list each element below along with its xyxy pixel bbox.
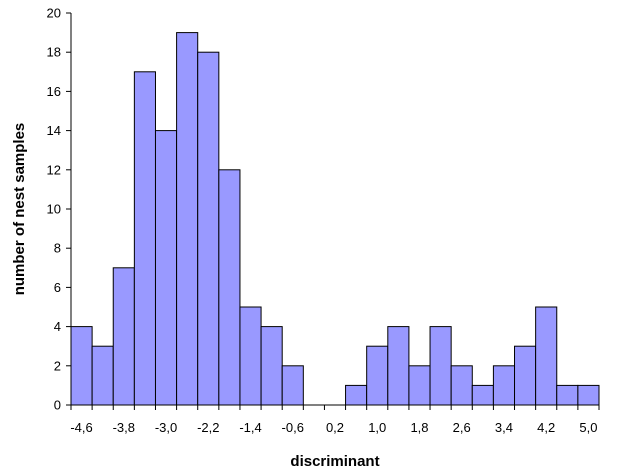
y-axis-ticks: 0 2 4 6 8 10 12 14 16 18 20 xyxy=(47,6,71,413)
bar xyxy=(387,326,410,406)
x-tick-label: 5,0 xyxy=(579,420,597,435)
x-axis-ticks: -4,6 -3,8 -3,0 -2,2 -1,4 -0,6 0,2 1,0 1,8 2,6 3,4 4… xyxy=(70,405,600,435)
y-tick-label: 4 xyxy=(54,319,61,334)
bar xyxy=(471,384,494,406)
x-tick-label: 4,2 xyxy=(537,420,555,435)
bar xyxy=(218,169,241,406)
bar xyxy=(112,267,135,406)
bar xyxy=(70,326,93,406)
bar xyxy=(535,306,558,406)
bar xyxy=(408,365,431,406)
bar xyxy=(345,384,368,406)
x-tick-label: -3,8 xyxy=(113,420,135,435)
x-tick-label: 3,4 xyxy=(495,420,513,435)
x-tick-label: 1,0 xyxy=(368,420,386,435)
x-tick-label: -0,6 xyxy=(282,420,304,435)
y-tick-label: 8 xyxy=(54,241,61,256)
bar xyxy=(197,51,220,406)
y-tick-label: 6 xyxy=(54,280,61,295)
bar xyxy=(260,326,283,406)
bar xyxy=(450,365,473,406)
y-axis-title: number of nest samples xyxy=(11,123,28,296)
bar xyxy=(429,326,452,406)
y-tick-label: 16 xyxy=(47,84,61,99)
x-tick-label: 1,8 xyxy=(410,420,428,435)
bar xyxy=(133,71,156,406)
bar xyxy=(239,306,262,406)
bar xyxy=(514,345,537,406)
x-axis-title: discriminant xyxy=(290,453,379,470)
y-tick-label: 20 xyxy=(47,6,61,21)
bar xyxy=(91,345,114,406)
x-tick-label: -1,4 xyxy=(239,420,261,435)
x-tick-label: 2,6 xyxy=(453,420,471,435)
x-tick-label: -4,6 xyxy=(70,420,92,435)
bar xyxy=(366,345,389,406)
y-tick-label: 10 xyxy=(47,202,61,217)
y-tick-label: 12 xyxy=(47,162,61,177)
bars xyxy=(70,32,600,406)
bar xyxy=(577,384,600,406)
bar xyxy=(176,32,199,406)
x-tick-label: -3,0 xyxy=(155,420,177,435)
y-tick-label: 14 xyxy=(47,123,61,138)
y-tick-label: 0 xyxy=(54,398,61,413)
x-tick-label: 0,2 xyxy=(326,420,344,435)
bar xyxy=(556,384,579,406)
y-tick-label: 2 xyxy=(54,358,61,373)
y-tick-label: 18 xyxy=(47,45,61,60)
x-tick-label: -2,2 xyxy=(197,420,219,435)
bar xyxy=(492,365,516,406)
bar xyxy=(154,130,178,406)
bar xyxy=(281,365,304,406)
